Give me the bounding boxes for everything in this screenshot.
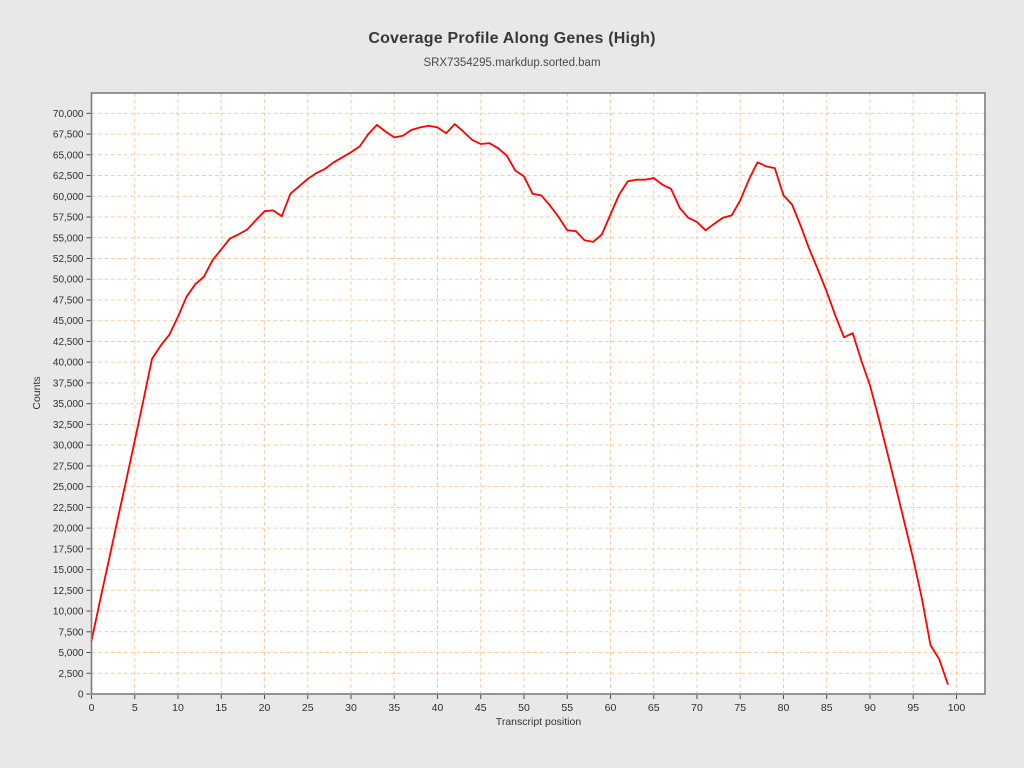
- y-tick-label: 62,500: [53, 171, 84, 182]
- x-tick-label: 100: [948, 702, 966, 714]
- chart-title: Coverage Profile Along Genes (High): [368, 30, 656, 47]
- x-tick-label: 75: [734, 702, 746, 714]
- x-tick-label: 20: [259, 702, 271, 714]
- x-tick-label: 25: [302, 702, 314, 714]
- y-tick-label: 37,500: [53, 378, 84, 389]
- y-tick-label: 5,000: [58, 648, 83, 659]
- x-tick-label: 90: [864, 702, 876, 714]
- y-tick-label: 7,500: [58, 627, 83, 638]
- y-tick-label: 40,000: [53, 358, 84, 369]
- y-tick-label: 27,500: [53, 461, 84, 472]
- y-tick-label: 52,500: [53, 254, 84, 265]
- x-tick-label: 50: [518, 702, 530, 714]
- y-tick-label: 60,000: [53, 192, 84, 203]
- y-tick-label: 45,000: [53, 316, 84, 327]
- x-tick-label: 70: [691, 702, 703, 714]
- y-tick-label: 57,500: [53, 213, 84, 224]
- x-tick-label: 85: [821, 702, 833, 714]
- y-tick-label: 50,000: [53, 275, 84, 286]
- coverage-line: [90, 123, 949, 685]
- x-tick-label: 40: [432, 702, 444, 714]
- y-tick-label: 20,000: [53, 524, 84, 535]
- y-tick-label: 32,500: [53, 420, 84, 431]
- y-tick-label: 17,500: [53, 544, 84, 555]
- x-tick-label: 80: [778, 702, 790, 714]
- x-tick-label: 30: [345, 702, 357, 714]
- y-tick-label: 55,000: [53, 233, 84, 244]
- y-axis: 0 2,500 5,000 7,500 10,000 12,500 15,000 17,500…: [53, 109, 91, 701]
- x-tick-label: 0: [89, 702, 95, 714]
- y-tick-label: 2,500: [58, 669, 83, 680]
- y-tick-label: 22,500: [53, 503, 84, 514]
- y-tick-label: 65,000: [53, 150, 84, 161]
- x-tick-label: 45: [475, 702, 487, 714]
- gridlines: [91, 93, 985, 694]
- plot-frame: [90, 92, 986, 695]
- y-tick-label: 70,000: [53, 109, 84, 120]
- x-axis-title: Transcript position: [495, 716, 582, 728]
- x-tick-label: 95: [907, 702, 919, 714]
- y-tick-label: 30,000: [53, 441, 84, 452]
- y-tick-label: 35,000: [53, 399, 84, 410]
- y-tick-label: 25,000: [53, 482, 84, 493]
- x-tick-label: 65: [648, 702, 660, 714]
- y-tick-label: 42,500: [53, 337, 84, 348]
- x-tick-label: 55: [561, 702, 573, 714]
- x-tick-label: 60: [605, 702, 617, 714]
- x-tick-label: 10: [172, 702, 184, 714]
- y-tick-label: 15,000: [53, 565, 84, 576]
- x-tick-label: 35: [388, 702, 400, 714]
- y-tick-label: 0: [78, 690, 84, 701]
- y-tick-label: 12,500: [53, 586, 84, 597]
- y-tick-label: 47,500: [53, 295, 84, 306]
- y-tick-label: 67,500: [53, 130, 84, 141]
- plot-background: [91, 93, 985, 694]
- x-axis: 0 5 10 15 20 25 30 35 40 45 50 55 60 65 70 75 80 85 90 95 10…: [89, 695, 966, 714]
- x-tick-label: 5: [132, 702, 138, 714]
- chart-subtitle: SRX7354295.markdup.sorted.bam: [423, 57, 601, 69]
- y-tick-label: 10,000: [53, 607, 84, 618]
- x-tick-label: 15: [215, 702, 227, 714]
